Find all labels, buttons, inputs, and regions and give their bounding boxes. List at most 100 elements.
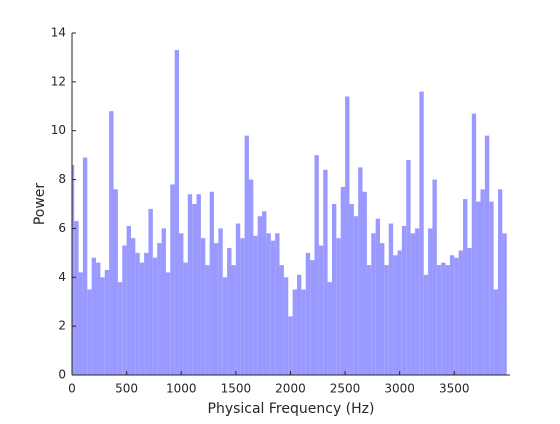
bar [126, 225, 131, 375]
bar [144, 252, 149, 375]
bar [441, 262, 446, 375]
bar [209, 191, 214, 375]
y-tick-label: 10 [51, 123, 66, 137]
x-tick-label: 2500 [330, 382, 361, 396]
bar [397, 250, 402, 375]
x-tick-label: 1500 [221, 382, 252, 396]
bar [157, 243, 162, 375]
bar [283, 277, 289, 375]
bar [218, 228, 223, 375]
bar [331, 204, 337, 375]
bar [104, 269, 110, 375]
bar [497, 189, 503, 375]
bar [244, 135, 249, 375]
bar [401, 225, 407, 375]
bar [161, 228, 166, 375]
bar [410, 233, 415, 375]
bar [366, 265, 372, 375]
bar [135, 252, 140, 375]
bar [327, 282, 332, 375]
bar [423, 274, 429, 375]
bar [463, 199, 468, 375]
bar [471, 113, 477, 375]
bar [240, 238, 245, 375]
bar [96, 262, 101, 375]
x-tick-label: 3000 [384, 382, 415, 396]
plot-area [72, 50, 507, 376]
bar [87, 289, 92, 375]
bar [297, 274, 302, 375]
bar [428, 228, 433, 375]
bar [362, 191, 367, 375]
bar [257, 216, 263, 375]
bar [213, 243, 219, 375]
x-tick-label: 0 [68, 382, 76, 396]
bar [288, 316, 293, 375]
bar [305, 252, 311, 375]
bar [253, 235, 258, 375]
bar [148, 208, 153, 375]
x-tick-label: 3500 [439, 382, 470, 396]
bar [388, 223, 394, 375]
bar [113, 189, 118, 375]
bar [248, 179, 254, 375]
bar [152, 257, 158, 375]
bar [196, 194, 201, 375]
bar [393, 255, 398, 375]
bar [235, 223, 241, 375]
bar [227, 247, 232, 375]
bar [122, 245, 127, 375]
bar [117, 282, 123, 375]
bar [384, 265, 389, 375]
bar [165, 272, 171, 375]
y-tick-label: 8 [58, 172, 66, 186]
bar [375, 218, 381, 375]
bar [179, 233, 184, 375]
bar [72, 164, 75, 375]
x-tick-label: 1000 [166, 382, 197, 396]
y-tick-label: 2 [58, 319, 66, 333]
bar [432, 179, 437, 375]
y-tick-label: 4 [58, 270, 66, 284]
bar [174, 50, 180, 375]
bar [449, 255, 455, 375]
bar [100, 277, 105, 375]
bar [222, 277, 228, 375]
bar [336, 238, 341, 375]
x-axis-label: Physical Frequency (Hz) [208, 401, 375, 417]
bar [192, 204, 197, 375]
bar [467, 247, 472, 375]
bar [480, 189, 485, 375]
x-tick-label: 2000 [275, 382, 306, 396]
bar [502, 233, 507, 375]
y-tick-label: 6 [58, 221, 66, 235]
bar [419, 91, 424, 375]
bar [454, 257, 459, 375]
bar [414, 228, 420, 375]
bar [183, 262, 188, 375]
bar [318, 245, 324, 375]
bar [380, 243, 385, 375]
bar [476, 201, 481, 375]
bar [139, 262, 145, 375]
bar [323, 169, 328, 375]
y-axis-label: Power [32, 183, 48, 226]
bar [349, 204, 354, 375]
bar [279, 265, 284, 375]
y-tick-label: 14 [51, 26, 66, 40]
bar [275, 233, 280, 375]
bar [109, 111, 114, 376]
bar [170, 184, 175, 375]
bar [314, 155, 319, 375]
bar [445, 265, 450, 375]
bar [130, 238, 136, 375]
bar [270, 240, 276, 375]
bar [406, 160, 411, 375]
bar [266, 233, 271, 375]
bar [262, 211, 267, 375]
bar [493, 289, 498, 375]
bar [74, 221, 79, 375]
bar [371, 233, 376, 375]
bar [310, 260, 315, 375]
